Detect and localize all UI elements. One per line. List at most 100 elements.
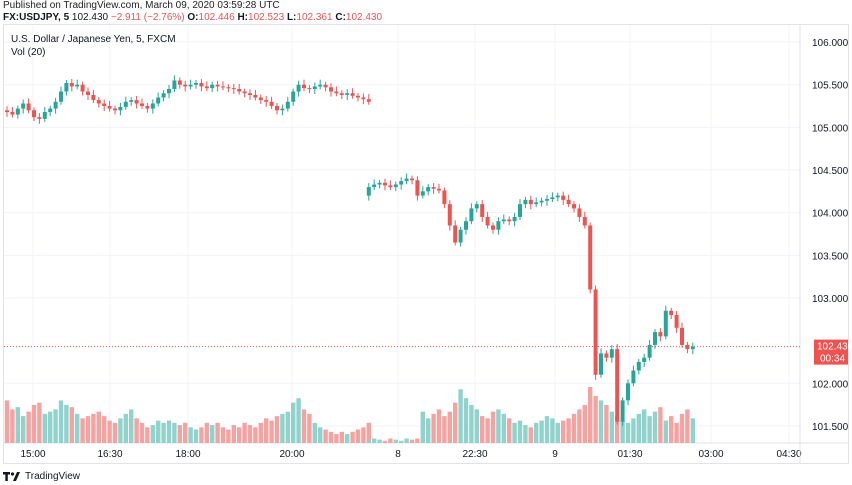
volume-bar <box>10 409 15 443</box>
volume-bar <box>139 422 145 443</box>
high-label: H: <box>237 12 249 23</box>
volume-bar <box>96 411 101 443</box>
candle-body <box>291 91 296 102</box>
volume-bar <box>588 387 593 443</box>
candle-body <box>102 103 107 107</box>
x-tick-label: 03:00 <box>698 449 723 460</box>
volume-bar <box>323 429 328 443</box>
volume-bar <box>620 420 625 443</box>
candle-body <box>285 101 290 109</box>
footer[interactable]: TradingView <box>3 467 80 485</box>
candle-body <box>312 86 317 89</box>
candle-body <box>453 225 458 243</box>
candle-body <box>485 216 490 226</box>
candle-body <box>377 182 382 185</box>
volume-bar <box>301 409 307 443</box>
x-tick-label: 22:30 <box>462 449 487 460</box>
candle-body <box>426 187 431 192</box>
candle-body <box>167 88 171 94</box>
candle-body <box>177 80 182 85</box>
volume-bar <box>318 427 323 443</box>
volume-bar <box>480 416 485 443</box>
y-tick-label: 104.000 <box>812 209 849 220</box>
candle-body <box>69 83 74 87</box>
candle-body <box>680 327 684 345</box>
candle-body <box>631 370 636 384</box>
volume-bar <box>571 413 577 443</box>
candle-body <box>15 108 20 115</box>
volume-bar <box>685 409 690 443</box>
candle-body <box>372 184 377 188</box>
candle-body <box>32 110 36 118</box>
volume-bar <box>285 411 290 443</box>
candle-body <box>685 344 690 350</box>
candle-body <box>231 88 236 90</box>
volume-bar <box>242 422 247 443</box>
candle-body <box>161 93 166 98</box>
candle-body <box>269 101 274 107</box>
volume-bar <box>258 422 263 443</box>
volume-bar <box>253 427 258 443</box>
candle-body <box>172 80 177 89</box>
candle-body <box>75 84 80 87</box>
candle-body <box>588 225 593 290</box>
volume-bar <box>609 411 614 443</box>
volume-bar <box>280 413 285 443</box>
candle-body <box>318 84 323 87</box>
candle-body <box>302 84 306 89</box>
candle-body <box>604 353 609 358</box>
volume-bar <box>582 404 587 443</box>
chart-frame[interactable] <box>3 24 849 464</box>
candle-body <box>577 208 582 217</box>
candle-body <box>21 103 26 109</box>
volume-bar <box>264 418 269 443</box>
volume-bar <box>382 440 388 443</box>
volume-bar <box>226 429 231 443</box>
volume-bar <box>663 420 668 443</box>
volume-bar <box>231 425 236 443</box>
candle-body <box>356 95 360 98</box>
candle-body <box>545 199 549 201</box>
volume-bar <box>48 411 53 443</box>
volume-bar <box>426 418 431 443</box>
candle-body <box>48 108 53 113</box>
volume-bar <box>436 409 442 443</box>
candle-body <box>329 87 333 92</box>
candle-body <box>253 94 258 98</box>
volume-bar <box>652 411 658 443</box>
x-tick-label: 16:30 <box>97 449 122 460</box>
volume-bar <box>31 404 37 443</box>
volume-bar <box>80 418 85 443</box>
candle-body <box>107 106 112 109</box>
candle-body <box>199 83 204 87</box>
volume-bar <box>598 400 604 443</box>
volume-bar <box>172 422 177 443</box>
candle-body <box>296 84 301 92</box>
volume-bar <box>134 418 139 443</box>
volume-bar <box>274 416 280 443</box>
volume-bar <box>431 413 436 443</box>
volume-bar <box>85 416 91 443</box>
volume-bar <box>674 422 679 443</box>
volume-bar <box>523 425 528 443</box>
volume-bar <box>328 431 334 443</box>
price-tag-countdown: 00:34 <box>820 354 845 365</box>
candle-body <box>437 188 441 191</box>
symbol-info-bar: FX:USDJPY, 5 102.430 −2.911 (−2.76%) O:1… <box>0 11 382 24</box>
candle-body <box>528 199 533 205</box>
volume-bar <box>593 395 598 443</box>
candle-body <box>242 91 247 94</box>
volume-bar <box>453 402 458 443</box>
candle-body <box>491 225 495 230</box>
volume-bar <box>269 420 274 443</box>
candle-body <box>5 110 9 113</box>
volume-bar <box>372 438 377 443</box>
volume-bar <box>53 409 58 443</box>
candle-body <box>59 91 63 102</box>
candle-body <box>123 101 128 107</box>
volume-bar <box>64 404 69 443</box>
candle-body <box>539 200 544 203</box>
open-label: O: <box>187 12 199 23</box>
candle-body <box>307 88 312 90</box>
